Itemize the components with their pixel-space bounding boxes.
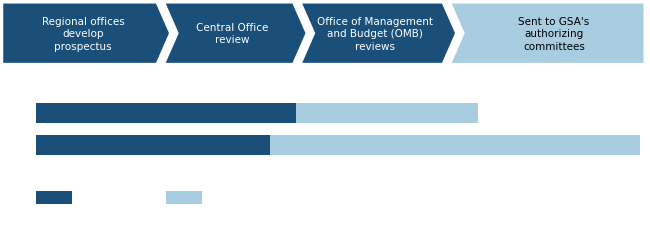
Bar xyxy=(36,191,72,204)
Polygon shape xyxy=(302,5,455,64)
Bar xyxy=(166,191,202,204)
Bar xyxy=(296,103,478,124)
Bar xyxy=(36,103,296,124)
Text: Central Office
review: Central Office review xyxy=(196,23,268,45)
Polygon shape xyxy=(3,5,169,64)
Text: Office of Management
and Budget (OMB)
reviews: Office of Management and Budget (OMB) re… xyxy=(317,17,434,51)
Polygon shape xyxy=(452,5,644,64)
Text: Regional offices
develop
prospectus: Regional offices develop prospectus xyxy=(42,17,124,51)
Bar xyxy=(36,135,270,155)
Polygon shape xyxy=(166,5,306,64)
Bar xyxy=(270,135,640,155)
Text: Sent to GSA's
authorizing
committees: Sent to GSA's authorizing committees xyxy=(519,17,590,51)
